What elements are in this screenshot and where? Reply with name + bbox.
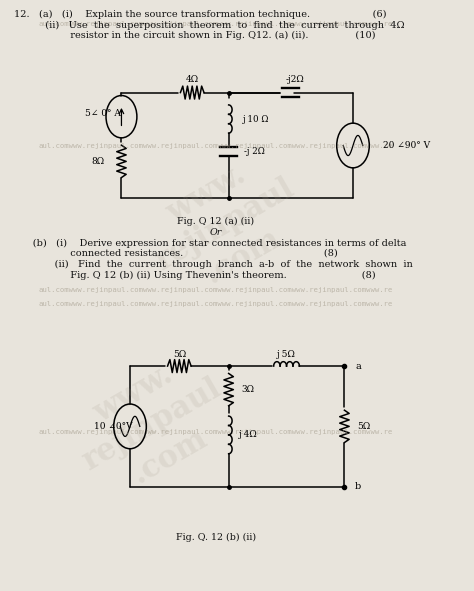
Text: aul.comwww.rejinpaul.comwww.rejinpaul.comwww.rejinpaul.comwww.rejinpaul.comwww.r: aul.comwww.rejinpaul.comwww.rejinpaul.co… <box>38 142 393 148</box>
Text: aul.comwww.rejinpaul.comwww.rejinpaul.comwww.rejinpaul.comwww.rejinpaul.comwww.r: aul.comwww.rejinpaul.comwww.rejinpaul.co… <box>38 301 393 307</box>
Text: connected resistances.                                             (8): connected resistances. (8) <box>14 249 338 258</box>
Text: Fig. Q 12 (b) (ii) Using Thevenin's theorem.                        (8): Fig. Q 12 (b) (ii) Using Thevenin's theo… <box>14 271 376 280</box>
Text: j 5Ω: j 5Ω <box>277 350 296 359</box>
Text: 12.   (a)   (i)    Explain the source transformation technique.                 : 12. (a) (i) Explain the source transform… <box>14 10 387 20</box>
Text: 5Ω: 5Ω <box>357 422 370 431</box>
Text: b: b <box>355 482 361 491</box>
Text: 4Ω: 4Ω <box>186 75 199 84</box>
Text: (ii)   Use  the  superposition  theorem  to  find  the  current  through  4Ω: (ii) Use the superposition theorem to fi… <box>14 21 405 30</box>
Text: aul.comwww.rejinpaul.comwww.rejinpaul.comwww.rejinpaul.comwww.rejinpaul.comwww.r: aul.comwww.rejinpaul.comwww.rejinpaul.co… <box>38 287 393 293</box>
Text: 10 ∠0°V: 10 ∠0°V <box>93 422 132 431</box>
Text: 5Ω: 5Ω <box>173 350 186 359</box>
Text: 5∠ 0° A: 5∠ 0° A <box>85 109 121 118</box>
Text: resistor in the circuit shown in Fig. Q12. (a) (ii).               (10): resistor in the circuit shown in Fig. Q1… <box>14 31 376 40</box>
Text: www.
rejinpaul
.com: www. rejinpaul .com <box>132 142 317 308</box>
Text: Fig. Q 12 (a) (ii): Fig. Q 12 (a) (ii) <box>177 217 255 226</box>
Text: j 10 Ω: j 10 Ω <box>243 115 270 124</box>
Text: -j 2Ω: -j 2Ω <box>244 147 265 156</box>
Text: (b)   (i)    Derive expression for star connected resistances in terms of delta: (b) (i) Derive expression for star conne… <box>14 238 407 248</box>
Text: Or: Or <box>210 228 222 237</box>
Text: (ii)   Find  the  current  through  branch  a-b  of  the  network  shown  in: (ii) Find the current through branch a-b… <box>14 260 413 269</box>
Text: aul.comwww.rejinpaul.comwww.rejinpaul.comwww.rejinpaul.comwww.rejinpaul.comwww.r: aul.comwww.rejinpaul.comwww.rejinpaul.co… <box>38 21 393 27</box>
Text: www.
rejinpaul
.com: www. rejinpaul .com <box>59 342 244 508</box>
Text: aul.comwww.rejinpaul.comwww.rejinpaul.comwww.rejinpaul.comwww.rejinpaul.comwww.r: aul.comwww.rejinpaul.comwww.rejinpaul.co… <box>38 429 393 435</box>
Text: 8Ω: 8Ω <box>91 157 104 166</box>
Text: 20 ∠90° V: 20 ∠90° V <box>383 141 430 150</box>
Text: Fig. Q. 12 (b) (ii): Fig. Q. 12 (b) (ii) <box>176 532 256 542</box>
Text: -j2Ω: -j2Ω <box>286 75 304 84</box>
Text: j 4Ω: j 4Ω <box>238 430 257 440</box>
Text: a: a <box>355 362 361 371</box>
Text: 3Ω: 3Ω <box>241 385 255 394</box>
